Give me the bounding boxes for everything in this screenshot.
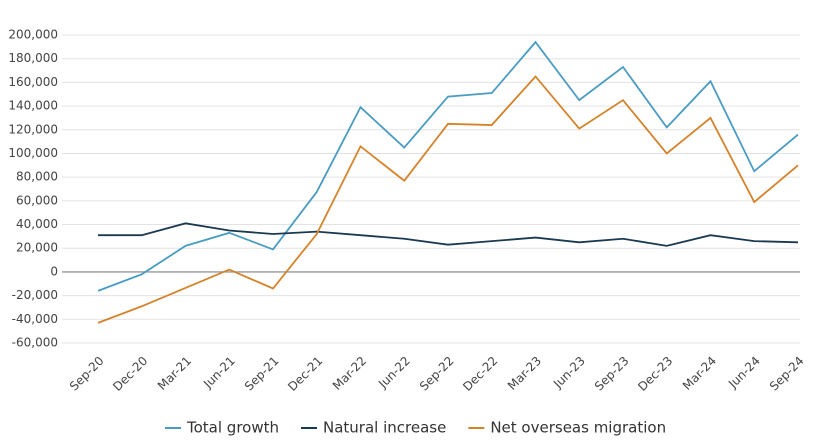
x-tick-label: Dec-22 [460, 354, 500, 394]
x-tick-label: Jun-22 [375, 354, 413, 392]
x-tick-label: Dec-21 [285, 354, 325, 394]
x-tick-label: Dec-23 [635, 354, 675, 394]
x-tick-label: Jun-21 [200, 354, 238, 392]
x-tick-label: Dec-20 [110, 354, 150, 394]
y-tick-label: 180,000 [8, 51, 58, 65]
y-tick-label: 80,000 [16, 170, 58, 184]
line-series [97, 75, 799, 324]
x-tick-label: Sep-22 [417, 354, 457, 394]
legend-label: Natural increase [323, 419, 446, 437]
legend-label: Total growth [186, 419, 279, 437]
y-tick-label: 40,000 [16, 217, 58, 231]
line-series [98, 222, 799, 247]
y-tick-label: 20,000 [16, 241, 58, 255]
y-tick-label: -60,000 [12, 336, 58, 350]
legend-label: Net overseas migration [490, 419, 666, 437]
x-tick-label: Sep-24 [767, 354, 807, 394]
x-tick-label: Sep-21 [242, 354, 282, 394]
line-series [97, 40, 799, 292]
x-tick-label: Sep-23 [592, 354, 632, 394]
x-tick-label: Jun-23 [550, 354, 588, 392]
y-tick-label: 140,000 [8, 99, 58, 113]
y-tick-label: -40,000 [12, 312, 58, 326]
legend: Total growth Natural increase Net overseas… [165, 419, 666, 437]
y-tick-label: 120,000 [8, 122, 58, 136]
y-tick-label: 160,000 [8, 75, 58, 89]
y-tick-label: 200,000 [8, 28, 58, 42]
x-tick-label: Jun-24 [725, 354, 763, 392]
x-tick-label: Mar-22 [330, 354, 369, 393]
x-tick-label: Mar-24 [680, 354, 719, 393]
y-tick-label: 100,000 [8, 146, 58, 160]
y-tick-label: -20,000 [12, 288, 58, 302]
x-tick-label: Sep-20 [67, 354, 107, 394]
x-tick-label: Mar-21 [155, 354, 194, 393]
y-tick-label: 60,000 [16, 193, 58, 207]
x-tick-label: Mar-23 [505, 354, 544, 393]
y-tick-label: 0 [50, 264, 58, 278]
